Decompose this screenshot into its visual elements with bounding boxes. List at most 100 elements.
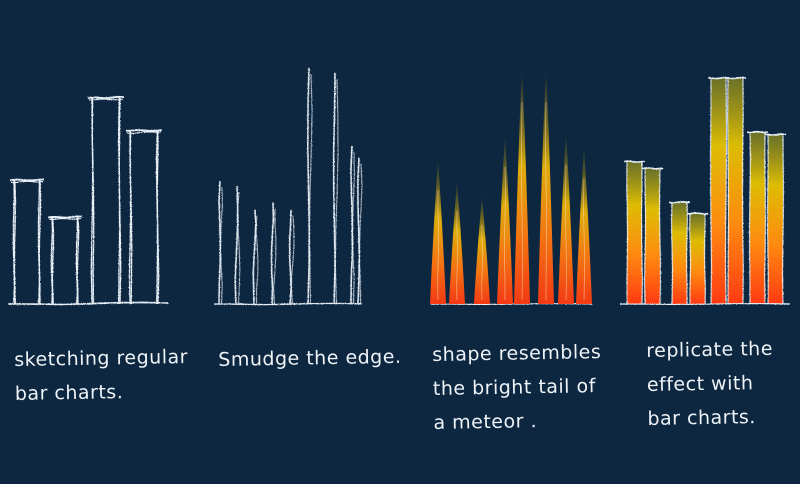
meteor-bar [449, 181, 465, 304]
bar-top [88, 98, 124, 101]
caption-line: shape resembles [432, 341, 602, 366]
smudge-bar [350, 145, 355, 305]
meteor-bar [558, 134, 574, 304]
caption-line: Smudge the edge. [218, 345, 402, 371]
bar-edge [709, 77, 713, 305]
meteor-core [437, 190, 440, 301]
baseline-group [619, 302, 791, 306]
panel-meteor-bars [429, 72, 593, 306]
sketch-bar [125, 129, 163, 305]
bar-edge [688, 213, 692, 305]
bar-edge [658, 168, 662, 305]
bar-outline [764, 133, 787, 305]
caption-line: effect with [646, 372, 754, 396]
bar-line [352, 151, 355, 305]
meteor-core [544, 101, 548, 301]
bar-edge [129, 130, 133, 305]
caption-line: replicate the [646, 337, 774, 362]
bar-top [9, 178, 45, 182]
caption-line: bar charts. [14, 381, 124, 405]
bar-top [87, 95, 125, 100]
meteor-box-bar [690, 213, 705, 304]
bar-edge [626, 161, 629, 305]
bar-edge [91, 97, 95, 305]
panel-smudge-bars [213, 67, 363, 306]
caption-line: bar charts. [647, 406, 757, 430]
caption-smudge: Smudge the edge. [218, 340, 402, 377]
bar-line [357, 157, 361, 305]
smudge-bar [270, 202, 277, 305]
sketch-bar [9, 178, 45, 305]
meteor-core [481, 224, 484, 301]
bar-top [686, 212, 709, 215]
bar-edge [686, 202, 689, 304]
caption-regular: sketching regular bar charts. [14, 340, 189, 411]
meteor-box-bar [672, 202, 687, 304]
bar-edge [117, 97, 121, 305]
sketch-bar [47, 215, 83, 305]
caption-line: the bright tail of [432, 375, 597, 400]
bar-line [350, 145, 354, 305]
bar-outline [724, 76, 747, 305]
bar-edge [764, 132, 767, 305]
smudge-bar [234, 185, 241, 305]
bar-top [10, 180, 44, 184]
bar-outline [686, 212, 709, 305]
meteor-box-bar [645, 168, 660, 304]
bar-line [308, 73, 313, 305]
caption-line: sketching regular [14, 345, 189, 371]
bar-line [273, 208, 277, 305]
meteor-core [582, 178, 586, 301]
caption-line: a meteor . [433, 410, 538, 434]
bar-top [746, 130, 769, 134]
caption-meteor: shape resembles the bright tail of a met… [432, 335, 603, 440]
meteor-box-bar [627, 161, 642, 304]
panel-regular-bars [7, 95, 169, 306]
smudge-bar [218, 181, 223, 305]
smudge-bar [288, 209, 295, 305]
meteor-core [520, 101, 524, 301]
bar-line [332, 72, 336, 305]
smudge-bar [306, 67, 313, 305]
baseline [7, 301, 169, 306]
meteor-core [564, 164, 568, 301]
meteor-bar [474, 194, 490, 304]
bar-edge [766, 134, 769, 305]
bar-top [764, 133, 787, 136]
bar-edge [670, 202, 674, 305]
meteor-box-bar [768, 134, 783, 304]
bar-top [48, 217, 82, 221]
bar-edge [155, 130, 159, 305]
bar-top [641, 167, 664, 170]
smudge-bar [332, 72, 339, 305]
bar-line [290, 215, 295, 305]
bar-line [255, 215, 259, 304]
bar-top [724, 76, 747, 80]
panel-meteor-box-bars [619, 76, 791, 306]
bar-edge [75, 217, 78, 305]
bar-edge [741, 77, 744, 305]
meteor-core [456, 210, 459, 301]
bar-top [668, 200, 690, 204]
bar-line [252, 209, 257, 305]
bar-top [125, 129, 163, 132]
bar-edge [13, 180, 17, 305]
meteor-bar [430, 160, 446, 304]
bar-line [270, 202, 275, 305]
meteor-core [503, 166, 506, 301]
bar-top [623, 160, 646, 163]
sketch-bar [87, 95, 125, 305]
bar-outline [641, 167, 664, 305]
meteor-box-bar [750, 132, 765, 304]
smudge-bar [357, 157, 363, 305]
bar-line [334, 78, 339, 305]
bar-edge [724, 77, 728, 305]
smudge-bar [252, 209, 259, 305]
bar-line [358, 163, 363, 305]
bar-top [126, 131, 162, 134]
bar-edge [641, 161, 644, 305]
bar-edge [643, 168, 647, 305]
bar-line [234, 185, 239, 305]
bar-edge [748, 132, 752, 305]
